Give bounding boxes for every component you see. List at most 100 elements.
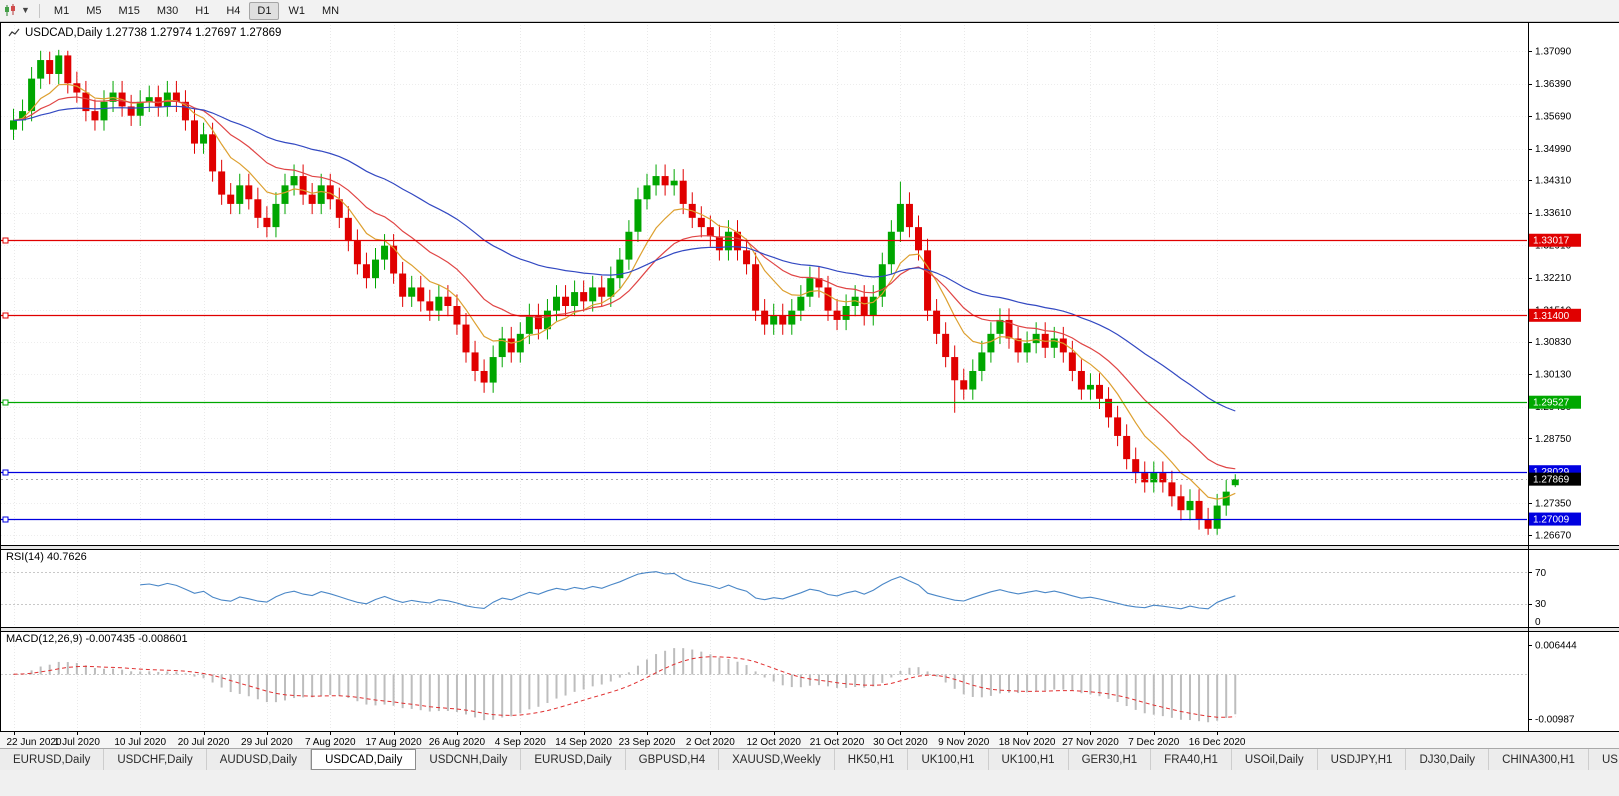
date-axis-label: 1 Jul 2020	[54, 737, 101, 748]
date-axis-label: 30 Oct 2020	[873, 737, 928, 748]
chart-tab-usoil-daily[interactable]: USOil,Daily	[1231, 749, 1318, 770]
date-axis-label: 29 Jul 2020	[241, 737, 293, 748]
date-axis-label: 20 Jul 2020	[178, 737, 230, 748]
ma-slow-line[interactable]	[13, 105, 1236, 412]
timeframe-button-m5[interactable]: M5	[86, 4, 102, 17]
hline-price-tag: 1.33017	[1529, 233, 1581, 247]
svg-text:1.33017: 1.33017	[1533, 236, 1570, 247]
svg-text:1.27009: 1.27009	[1533, 515, 1570, 526]
chart-tab-ger30-h1[interactable]: GER30,H1	[1068, 749, 1152, 770]
chart-tab-dj30-daily[interactable]: DJ30,Daily	[1406, 749, 1490, 770]
rsi-pane[interactable]	[1, 549, 1527, 627]
pane-splitter[interactable]	[0, 545, 1619, 549]
horizontal-line-1.31400[interactable]	[1, 312, 1527, 319]
date-axis-label: 14 Sep 2020	[555, 737, 612, 748]
date-axis-label: 17 Aug 2020	[366, 737, 423, 748]
macd-axis-label: -0.00987	[1535, 715, 1575, 726]
chart-tab-hk50-h1[interactable]: HK50,H1	[834, 749, 909, 770]
chart-tab-eurusd-daily[interactable]: EURUSD,Daily	[0, 749, 105, 770]
line-handle-icon[interactable]	[2, 516, 9, 523]
line-handle-icon[interactable]	[2, 399, 9, 406]
timeframe-button-h1[interactable]: H1	[195, 4, 210, 17]
line-handle-icon[interactable]	[2, 237, 9, 244]
date-axis-label: 2 Oct 2020	[686, 737, 735, 748]
line-handle-icon[interactable]	[2, 469, 9, 476]
price-axis[interactable]: 1.37090 1.36390 1.35690 1.34990 1.34310 1.336…	[1528, 47, 1581, 726]
chart-tab-bar: EURUSD,Daily USDCHF,Daily AUDUSD,Daily USDC…	[0, 748, 1619, 770]
chart-title-text: USDCAD,Daily 1.27738 1.27974 1.27697 1.2…	[25, 27, 282, 39]
date-axis-label: 4 Sep 2020	[495, 737, 547, 748]
date-axis-label: 16 Dec 2020	[1189, 737, 1246, 748]
rsi-axis-label: 30	[1535, 599, 1547, 610]
date-axis-label: 7 Dec 2020	[1128, 737, 1180, 748]
ma-fast-line[interactable]	[13, 83, 1236, 500]
chart-tab-usdcad-daily[interactable]: USDCAD,Daily	[311, 749, 417, 770]
hline-price-tag: 1.31400	[1529, 308, 1581, 322]
chart-tab-audusd-daily[interactable]: AUDUSD,Daily	[206, 749, 312, 770]
price-axis-label: 1.33610	[1535, 208, 1572, 219]
chart-tab-usdjpy-h1[interactable]: USDJPY,H1	[1317, 749, 1407, 770]
hline-price-tag: 1.27009	[1529, 512, 1581, 526]
symbol-chart-icon	[8, 28, 20, 37]
timeframe-button-m15[interactable]: M15	[118, 4, 140, 17]
timeframe-button-w1[interactable]: W1	[288, 4, 305, 17]
chart-tab-uk100-h1[interactable]: UK100,H1	[908, 749, 989, 770]
chart-tab-fra40-h1[interactable]: FRA40,H1	[1151, 749, 1232, 770]
horizontal-line-1.33017[interactable]	[1, 237, 1527, 244]
price-axis-label: 1.32210	[1535, 273, 1572, 284]
price-axis-label: 1.35690	[1535, 112, 1572, 123]
timeframe-button-m1[interactable]: M1	[53, 4, 70, 17]
price-axis-label: 1.30830	[1535, 337, 1572, 348]
chart-type-icon[interactable]	[4, 4, 19, 17]
svg-text:1.27869: 1.27869	[1533, 475, 1570, 486]
date-axis-label: 21 Oct 2020	[810, 737, 865, 748]
timeframe-button-d1[interactable]: D1	[249, 1, 280, 20]
date-axis-label: 22 Jun 2020	[6, 737, 61, 748]
hline-price-tag: 1.29527	[1529, 395, 1581, 409]
chart-tab-usdchf-daily[interactable]: USDCHF,Daily	[104, 749, 207, 770]
date-axis-label: 18 Nov 2020	[999, 737, 1056, 748]
chart-tab-gbpusd-h4[interactable]: GBPUSD,H4	[625, 749, 720, 770]
macd-pane[interactable]	[1, 631, 1527, 731]
chart-title: USDCAD,Daily 1.27738 1.27974 1.27697 1.2…	[8, 27, 281, 39]
date-axis-label: 12 Oct 2020	[746, 737, 801, 748]
line-handle-icon[interactable]	[2, 312, 9, 319]
pane-frames	[0, 22, 1619, 732]
ma-medium-line[interactable]	[13, 96, 1236, 470]
pane-splitter[interactable]	[0, 627, 1619, 631]
date-axis-label: 10 Jul 2020	[114, 737, 166, 748]
rsi-indicator-label: RSI(14) 40.7626	[6, 551, 87, 563]
price-axis-label: 1.34310	[1535, 176, 1572, 187]
chart-tab-china300-h1[interactable]: CHINA300,H1	[1489, 749, 1589, 770]
price-axis-label: 1.27350	[1535, 499, 1572, 510]
horizontal-line-1.29527[interactable]	[1, 399, 1527, 406]
timeframe-button-h4[interactable]: H4	[226, 4, 241, 17]
date-axis-label: 23 Sep 2020	[619, 737, 676, 748]
price-axis-label: 1.26670	[1535, 530, 1572, 541]
chart-tab-eurusd-daily[interactable]: EURUSD,Daily	[521, 749, 626, 770]
toolbar-separator	[38, 3, 40, 18]
macd-signal-line	[13, 656, 1236, 718]
horizontal-line-1.27009[interactable]	[1, 516, 1527, 523]
svg-text:1.31400: 1.31400	[1533, 311, 1570, 322]
horizontal-line-1.28029[interactable]	[1, 469, 1527, 476]
chart-type-caret-icon[interactable]: ▼	[21, 5, 30, 15]
chart-background	[0, 22, 1619, 731]
rsi-line	[140, 571, 1236, 610]
timeframe-buttons: M1 M5 M15 M30 H1 H4 D1 W1 MN	[46, 1, 347, 20]
chart-tab-usdcnh-daily[interactable]: USDCNH,Daily	[416, 749, 522, 770]
chart-tab-uk100-h1[interactable]: UK100,H1	[988, 749, 1069, 770]
timeframe-button-mn[interactable]: MN	[321, 4, 340, 17]
price-axis-label: 1.36390	[1535, 79, 1572, 90]
macd-indicator-label: MACD(12,26,9) -0.007435 -0.008601	[6, 633, 188, 645]
timeframe-button-m30[interactable]: M30	[156, 4, 179, 17]
chart-tab-xauusd-weekly[interactable]: XAUUSD,Weekly	[719, 749, 835, 770]
chart-tab-us[interactable]: US	[1588, 749, 1619, 770]
price-axis-label: 1.37090	[1535, 47, 1572, 58]
main-price-pane[interactable]	[1, 22, 1527, 545]
current-price-tag: 1.27869	[1529, 472, 1581, 486]
timeframe-toolbar: ▼ M1 M5 M15 M30 H1 H4 D1 W1 MN	[0, 0, 1619, 22]
